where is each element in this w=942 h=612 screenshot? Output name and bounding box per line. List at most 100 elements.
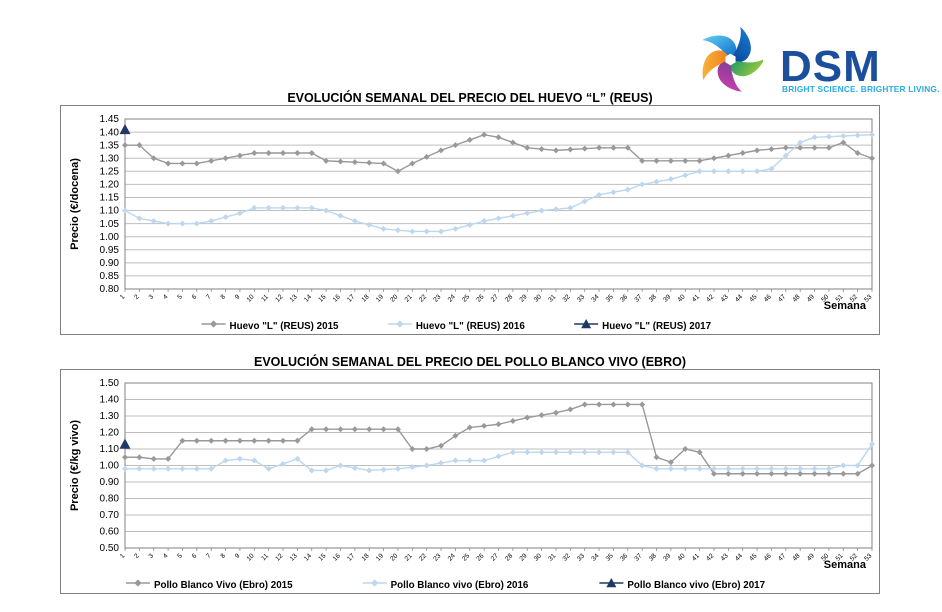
- svg-text:27: 27: [490, 293, 500, 303]
- svg-text:20: 20: [389, 293, 399, 303]
- svg-text:Pollo Blanco vivo (Ebro) 2016: Pollo Blanco vivo (Ebro) 2016: [391, 580, 529, 591]
- svg-text:28: 28: [504, 293, 514, 303]
- svg-text:5: 5: [176, 293, 184, 301]
- svg-text:Semana: Semana: [824, 559, 867, 571]
- svg-text:39: 39: [662, 552, 672, 562]
- svg-text:10: 10: [246, 293, 256, 303]
- svg-text:32: 32: [562, 552, 572, 562]
- svg-text:4: 4: [162, 293, 170, 301]
- svg-text:1.20: 1.20: [100, 428, 120, 439]
- svg-text:44: 44: [734, 552, 744, 562]
- svg-text:47: 47: [777, 552, 787, 562]
- svg-text:19: 19: [375, 552, 385, 562]
- svg-text:14: 14: [303, 552, 313, 562]
- svg-text:0.90: 0.90: [100, 477, 120, 488]
- svg-text:2: 2: [133, 552, 141, 560]
- svg-text:1.00: 1.00: [100, 232, 120, 243]
- svg-text:46: 46: [763, 552, 773, 562]
- svg-text:0.85: 0.85: [100, 271, 120, 282]
- svg-text:43: 43: [720, 552, 730, 562]
- svg-text:16: 16: [332, 552, 342, 562]
- svg-text:Huevo "L" (REUS) 2016: Huevo "L" (REUS) 2016: [416, 321, 525, 332]
- svg-text:15: 15: [317, 293, 327, 303]
- svg-text:11: 11: [260, 293, 270, 303]
- svg-text:0.80: 0.80: [100, 284, 120, 295]
- svg-text:0.90: 0.90: [100, 258, 120, 269]
- svg-text:9: 9: [234, 293, 242, 301]
- svg-text:1.10: 1.10: [100, 206, 120, 217]
- svg-text:46: 46: [763, 293, 773, 303]
- svg-text:3: 3: [148, 552, 156, 560]
- svg-text:21: 21: [404, 293, 414, 303]
- svg-text:Precio (€/docena): Precio (€/docena): [69, 158, 81, 250]
- svg-text:1.10: 1.10: [100, 444, 120, 455]
- svg-text:17: 17: [346, 552, 356, 562]
- svg-text:25: 25: [461, 552, 471, 562]
- svg-text:9: 9: [234, 552, 242, 560]
- svg-text:8: 8: [219, 552, 227, 560]
- svg-text:39: 39: [662, 293, 672, 303]
- svg-text:22: 22: [418, 552, 428, 562]
- svg-text:6: 6: [191, 552, 199, 560]
- svg-text:19: 19: [375, 293, 385, 303]
- svg-text:1.15: 1.15: [100, 193, 120, 204]
- svg-text:38: 38: [648, 552, 658, 562]
- svg-text:7: 7: [205, 293, 213, 301]
- svg-text:42: 42: [705, 293, 715, 303]
- svg-text:11: 11: [260, 552, 270, 562]
- svg-text:26: 26: [475, 293, 485, 303]
- svg-text:28: 28: [504, 552, 514, 562]
- svg-text:33: 33: [576, 293, 586, 303]
- svg-text:30: 30: [533, 552, 543, 562]
- svg-text:30: 30: [533, 293, 543, 303]
- svg-text:3: 3: [148, 293, 156, 301]
- svg-text:36: 36: [619, 552, 629, 562]
- svg-text:Huevo "L" (REUS) 2015: Huevo "L" (REUS) 2015: [230, 321, 339, 332]
- svg-text:32: 32: [562, 293, 572, 303]
- svg-text:22: 22: [418, 293, 428, 303]
- svg-text:8: 8: [219, 293, 227, 301]
- svg-text:6: 6: [191, 293, 199, 301]
- svg-text:31: 31: [547, 552, 557, 562]
- svg-text:29: 29: [519, 293, 529, 303]
- svg-text:24: 24: [447, 293, 457, 303]
- svg-text:42: 42: [705, 552, 715, 562]
- svg-text:15: 15: [317, 552, 327, 562]
- svg-text:38: 38: [648, 293, 658, 303]
- svg-text:20: 20: [389, 552, 399, 562]
- svg-text:12: 12: [274, 552, 284, 562]
- svg-text:7: 7: [205, 552, 213, 560]
- svg-text:Pollo Blanco vivo (Ebro) 2017: Pollo Blanco vivo (Ebro) 2017: [627, 580, 765, 591]
- svg-text:24: 24: [447, 552, 457, 562]
- svg-text:49: 49: [806, 293, 816, 303]
- svg-text:16: 16: [332, 293, 342, 303]
- svg-text:1.00: 1.00: [100, 461, 120, 472]
- svg-text:29: 29: [519, 552, 529, 562]
- svg-text:33: 33: [576, 552, 586, 562]
- svg-text:40: 40: [677, 293, 687, 303]
- svg-text:37: 37: [633, 293, 643, 303]
- svg-text:41: 41: [691, 293, 701, 303]
- svg-text:1.30: 1.30: [100, 153, 120, 164]
- svg-text:31: 31: [547, 293, 557, 303]
- svg-text:0.60: 0.60: [100, 527, 120, 538]
- svg-text:23: 23: [432, 293, 442, 303]
- svg-text:1.35: 1.35: [100, 140, 120, 151]
- svg-text:48: 48: [791, 293, 801, 303]
- svg-text:0.70: 0.70: [100, 510, 120, 521]
- svg-text:0.80: 0.80: [100, 494, 120, 505]
- svg-text:44: 44: [734, 293, 744, 303]
- svg-text:1: 1: [119, 293, 127, 301]
- svg-text:13: 13: [289, 293, 299, 303]
- svg-text:35: 35: [605, 552, 615, 562]
- svg-text:49: 49: [806, 552, 816, 562]
- svg-text:40: 40: [677, 552, 687, 562]
- svg-text:10: 10: [246, 552, 256, 562]
- svg-text:14: 14: [303, 293, 313, 303]
- svg-text:Semana: Semana: [824, 300, 867, 312]
- svg-text:37: 37: [633, 552, 643, 562]
- svg-text:1.45: 1.45: [100, 114, 120, 125]
- svg-text:1.40: 1.40: [100, 127, 120, 138]
- svg-text:1.20: 1.20: [100, 180, 120, 191]
- svg-text:0.50: 0.50: [100, 543, 120, 554]
